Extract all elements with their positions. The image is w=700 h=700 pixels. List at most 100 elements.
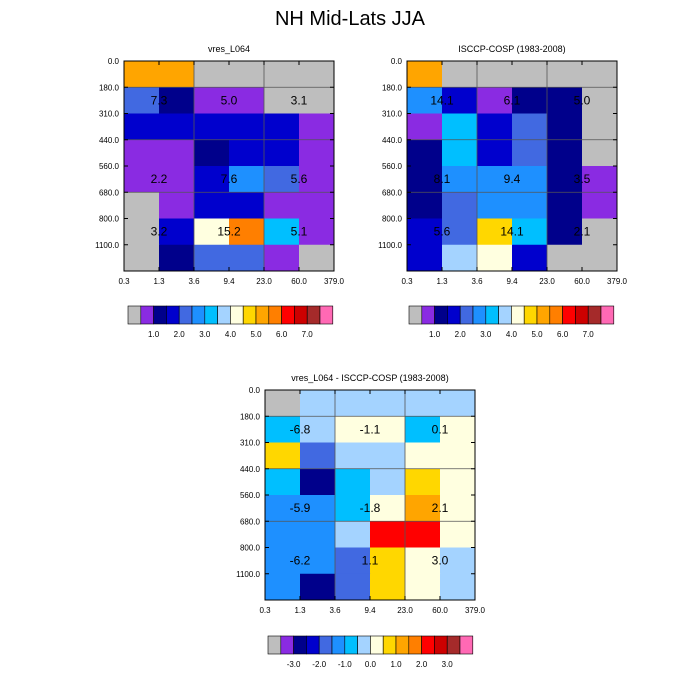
heatmap-cell xyxy=(442,87,478,114)
heatmap-cell xyxy=(299,139,335,167)
heatmap-cell xyxy=(335,390,371,417)
block-value-label: 5.1 xyxy=(291,225,308,239)
heatmap-cell xyxy=(264,166,300,193)
heatmap-cell xyxy=(264,218,300,246)
x-tick-label: 60.0 xyxy=(432,606,448,615)
heatmap-cell xyxy=(370,547,406,575)
heatmap-cell xyxy=(265,442,301,470)
x-tick-label: 60.0 xyxy=(574,277,590,286)
heatmap-cell xyxy=(512,61,548,88)
heatmap-panel-3: vres_L064 - ISCCP-COSP (1983-2008) 0.3 1.3… xyxy=(236,373,485,669)
heatmap-cell xyxy=(407,61,443,88)
y-tick-label: 440.0 xyxy=(240,465,261,474)
colorbar-swatch xyxy=(459,305,474,325)
heatmap-cell xyxy=(407,113,443,141)
heatmap-cell xyxy=(582,139,618,167)
colorbar-swatch xyxy=(268,305,282,325)
heatmap-cell xyxy=(124,218,160,246)
heatmap-cell xyxy=(547,244,583,272)
colorbar-swatch xyxy=(587,305,602,325)
colorbar-swatch xyxy=(267,635,282,655)
colorbar-swatch xyxy=(280,635,294,655)
colorbar-swatch xyxy=(281,305,295,325)
colorbar-label: -3.0 xyxy=(287,660,301,669)
heatmap-cell xyxy=(264,61,300,88)
heatmap-cell xyxy=(299,166,335,193)
colorbar-label: 5.0 xyxy=(531,330,543,339)
heatmap-cell xyxy=(405,468,441,496)
colorbar-swatch xyxy=(408,305,423,325)
heatmap-cell xyxy=(442,218,478,246)
heatmap-cell xyxy=(159,218,195,246)
colorbar-label: -1.0 xyxy=(338,660,352,669)
block-value-label: 2.2 xyxy=(151,172,168,186)
heatmap-cell xyxy=(194,113,230,141)
heatmap-cell xyxy=(229,244,265,272)
heatmap-cell xyxy=(159,113,195,141)
y-tick-label: 310.0 xyxy=(99,110,120,119)
heatmap-cell xyxy=(547,87,583,114)
colorbar-label: 1.0 xyxy=(429,330,441,339)
panel-title: vres_L064 - ISCCP-COSP (1983-2008) xyxy=(291,373,448,383)
colorbar-swatch xyxy=(523,305,538,325)
block-value-label: -1.8 xyxy=(360,501,381,515)
colorbar-swatch xyxy=(217,305,231,325)
heatmap-cell xyxy=(582,218,618,246)
block-value-label: -6.8 xyxy=(290,422,311,436)
x-tick-label: 9.4 xyxy=(223,277,235,286)
heatmap-cell xyxy=(370,521,406,548)
heatmap-cell xyxy=(299,61,335,88)
x-tick-label: 1.3 xyxy=(294,606,306,615)
heatmap-cell xyxy=(300,547,336,575)
heatmap-cell xyxy=(265,495,301,522)
heatmap-cell xyxy=(582,166,618,193)
y-tick-label: 180.0 xyxy=(240,412,261,421)
heatmap-cell xyxy=(407,244,443,272)
heatmap-cell xyxy=(300,390,336,417)
heatmap-cell xyxy=(194,166,230,193)
heatmap-cell xyxy=(440,468,476,496)
x-tick-label: 1.3 xyxy=(436,277,448,286)
heatmap-cell xyxy=(335,573,371,601)
heatmap-cell xyxy=(265,416,301,443)
heatmap-cell xyxy=(229,139,265,167)
heatmap-cell xyxy=(477,113,513,141)
heatmap-cell xyxy=(335,468,371,496)
heatmap-cell xyxy=(300,521,336,548)
heatmap-cell xyxy=(370,468,406,496)
x-tick-label: 1.3 xyxy=(153,277,165,286)
block-value-label: -1.1 xyxy=(360,422,381,436)
y-tick-label: 0.0 xyxy=(391,57,403,66)
y-tick-label: 560.0 xyxy=(382,162,403,171)
y-tick-label: 680.0 xyxy=(240,517,261,526)
block-value-label: 6.1 xyxy=(504,93,521,107)
colorbar-label: 3.0 xyxy=(442,660,454,669)
colorbar-label: 7.0 xyxy=(583,330,595,339)
heatmap-cell xyxy=(442,113,478,141)
colorbar-swatch xyxy=(575,305,589,325)
block-value-label: 5.6 xyxy=(291,172,308,186)
heatmap-cell xyxy=(370,442,406,470)
heatmap-cell xyxy=(159,244,195,272)
heatmap-cell xyxy=(229,87,265,114)
heatmap-cell xyxy=(405,547,441,575)
panel-title: ISCCP-COSP (1983-2008) xyxy=(458,44,565,54)
heatmap-cell xyxy=(159,192,195,219)
heatmap-cell xyxy=(229,192,265,219)
heatmap-cell xyxy=(229,61,265,88)
heatmap-cell xyxy=(300,416,336,443)
heatmap-cell xyxy=(547,192,583,219)
block-value-label: 3.0 xyxy=(432,554,449,568)
colorbar-swatch xyxy=(434,635,448,655)
x-tick-label: 23.0 xyxy=(256,277,272,286)
heatmap-cell xyxy=(124,166,160,193)
colorbar-swatch xyxy=(408,635,422,655)
heatmap-cell xyxy=(264,113,300,141)
x-tick-label: 379.0 xyxy=(607,277,628,286)
heatmap-cell xyxy=(159,139,195,167)
heatmap-cell xyxy=(229,166,265,193)
colorbar-swatch xyxy=(357,635,371,655)
heatmap-cell xyxy=(582,61,618,88)
colorbar-swatch xyxy=(421,635,435,655)
block-value-label: 3.1 xyxy=(291,93,308,107)
